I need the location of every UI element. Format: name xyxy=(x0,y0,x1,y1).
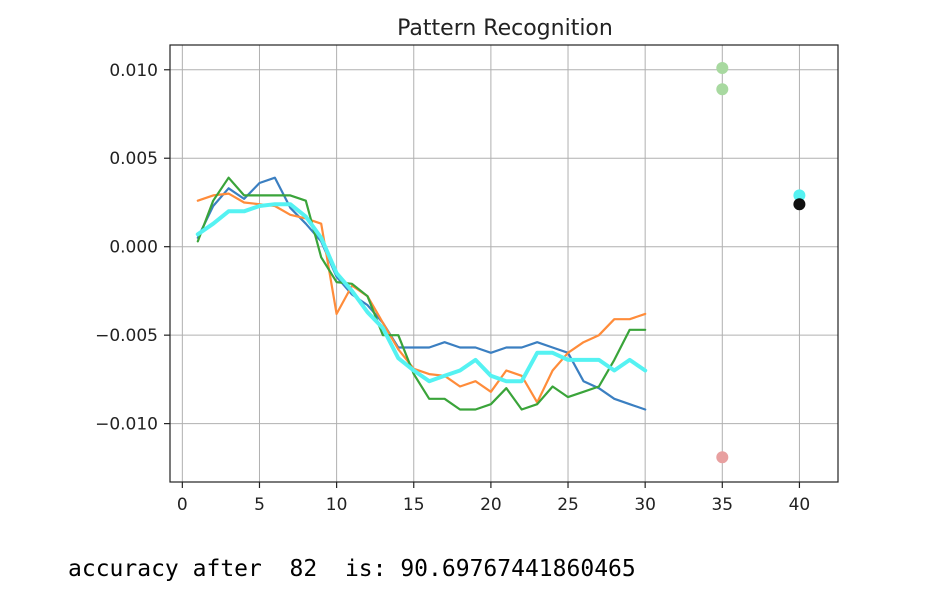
y-tick-label: 0.010 xyxy=(109,61,158,81)
pattern-recognition-chart: Pattern Recognition 0 5 10 15 20 25 30 35 40 0.01… xyxy=(95,16,839,515)
scatter-point-4 xyxy=(793,189,806,202)
x-tick-label: 35 xyxy=(711,495,733,515)
x-tick-label: 5 xyxy=(254,495,265,515)
axis-ticks: 0 5 10 15 20 25 30 35 40 0.010 0.005 0.000 −0.005 −0.… xyxy=(95,61,810,515)
y-tick-label: −0.005 xyxy=(95,326,158,346)
scatter-points xyxy=(716,62,806,464)
y-tick-label: 0.000 xyxy=(109,238,158,258)
x-tick-label: 20 xyxy=(480,495,502,515)
series-line-1 xyxy=(196,176,647,411)
chart-title: Pattern Recognition xyxy=(397,16,613,41)
series-line-3 xyxy=(196,176,647,411)
series-lines xyxy=(195,176,648,411)
x-tick-label: 40 xyxy=(789,495,811,515)
x-tick-label: 15 xyxy=(403,495,425,515)
x-tick-label: 10 xyxy=(326,495,348,515)
accuracy-output: accuracy after 82 is: 90.69767441860465 xyxy=(68,556,636,582)
scatter-point-3 xyxy=(716,451,729,464)
x-tick-label: 30 xyxy=(634,495,656,515)
x-tick-label: 0 xyxy=(177,495,188,515)
y-tick-label: −0.010 xyxy=(95,415,158,435)
series-line-4 xyxy=(195,202,648,384)
scatter-point-1 xyxy=(716,62,729,74)
y-tick-label: 0.005 xyxy=(109,149,158,169)
x-tick-label: 25 xyxy=(557,495,579,515)
grid xyxy=(170,45,838,482)
chart-svg: Pattern Recognition 0 5 10 15 20 25 30 35 40 0.01… xyxy=(95,16,839,515)
scatter-point-5 xyxy=(793,198,806,211)
plot-frame xyxy=(169,44,839,483)
scatter-point-2 xyxy=(716,83,729,96)
